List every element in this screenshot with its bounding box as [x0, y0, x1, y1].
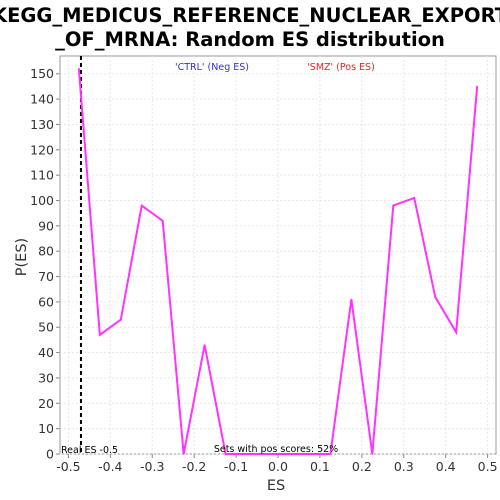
x-tick-label: -0.4	[98, 459, 122, 474]
y-tick-label: 20	[38, 396, 54, 411]
series-point	[182, 453, 185, 455]
series-point	[161, 219, 164, 222]
series-point	[434, 296, 437, 298]
y-tick-label: 10	[38, 421, 54, 436]
series-point	[329, 453, 332, 455]
series-point	[455, 331, 457, 334]
x-tick-label: 0.1	[310, 459, 330, 474]
series-point	[78, 67, 80, 70]
chart-title-line2: _OF_MRNA: Random ES distribution	[55, 28, 445, 51]
y-tick-label: 30	[38, 370, 54, 385]
series-point	[99, 334, 101, 336]
real-es-label: Real ES -0.5	[61, 445, 118, 456]
x-tick-label: -0.5	[56, 459, 80, 474]
y-tick-label: 110	[30, 168, 54, 183]
series-point	[350, 298, 353, 301]
plot-area	[59, 55, 497, 455]
y-tick-label: 90	[38, 218, 54, 233]
x-tick-label: 0.3	[394, 459, 414, 474]
series-point	[266, 453, 269, 455]
x-tick-label: 0.5	[478, 459, 498, 474]
x-axis-ticks: -0.5 -0.4 -0.3 -0.2 -0.1 0.0 0.1 0.2 0.3 0.4 0.5	[56, 454, 498, 474]
y-axis-ticks: 0 10 20 30 40 50 60 70 80 90 100 110 120 130 140 150	[30, 66, 60, 462]
y-tick-label: 140	[30, 92, 54, 107]
x-tick-label: -0.1	[224, 459, 248, 474]
y-tick-label: 120	[30, 142, 54, 157]
y-axis-label: P(ES)	[14, 238, 30, 276]
series-points	[78, 67, 478, 455]
x-axis-label: ES	[267, 478, 285, 494]
series-point	[224, 453, 227, 455]
y-tick-label: 50	[38, 320, 54, 335]
y-tick-label: 70	[38, 269, 54, 284]
series-point	[119, 318, 122, 321]
y-tick-label: 0	[46, 447, 54, 462]
x-tick-label: 0.0	[268, 459, 288, 474]
series-point	[413, 197, 416, 199]
y-tick-label: 100	[30, 193, 54, 208]
series-point	[287, 453, 290, 455]
pos-scores-annotation: Sets with pos scores: 52%	[214, 444, 338, 455]
series-point	[203, 344, 206, 346]
legend-pos-label: 'SMZ' (Pos ES)	[307, 62, 375, 73]
series-point	[392, 204, 395, 207]
series-point	[476, 85, 478, 88]
series-point	[371, 453, 374, 455]
x-tick-label: 0.4	[436, 459, 456, 474]
y-tick-label: 80	[38, 244, 54, 259]
series-point	[308, 453, 311, 455]
legend-neg-label: 'CTRL' (Neg ES)	[175, 62, 249, 73]
y-tick-label: 130	[30, 117, 54, 132]
chart-title-line1: KEGG_MEDICUS_REFERENCE_NUCLEAR_EXPORT	[0, 4, 500, 27]
series-point	[140, 204, 143, 207]
series-point	[245, 453, 248, 455]
series-line	[77, 68, 479, 455]
y-tick-label: 150	[30, 66, 54, 81]
x-tick-label: 0.2	[352, 459, 372, 474]
y-tick-label: 60	[38, 294, 54, 309]
x-tick-label: -0.2	[182, 459, 206, 474]
x-tick-label: -0.3	[140, 459, 164, 474]
y-tick-label: 40	[38, 345, 54, 360]
